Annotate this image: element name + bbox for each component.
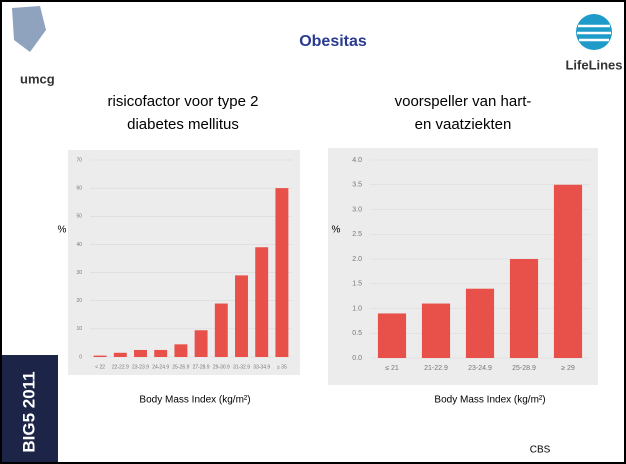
bar <box>113 352 127 357</box>
bar <box>174 344 188 357</box>
bar <box>255 247 269 357</box>
x-tick-label: 31-32.9 <box>233 364 250 370</box>
x-tick-label: 27-28.9 <box>193 364 210 370</box>
y-tick-label: 2.0 <box>352 256 362 263</box>
x-tick-label: 33-34.9 <box>253 364 270 370</box>
bar <box>421 303 451 358</box>
x-tick-label: 21-22.9 <box>424 365 448 372</box>
y-axis-label: % <box>332 225 341 236</box>
bar <box>235 275 248 357</box>
y-tick-label: 20 <box>76 298 82 304</box>
y-tick-label: 10 <box>76 326 82 332</box>
y-axis-label: % <box>58 225 67 236</box>
bar <box>154 349 168 357</box>
bar <box>553 184 583 358</box>
logo-left: umcg <box>20 71 55 86</box>
side-label: BIG5 2011 <box>19 371 38 452</box>
side-strip <box>2 355 58 462</box>
x-tick-label: 29-30.9 <box>213 364 230 370</box>
logo-right: LifeLines <box>565 57 622 72</box>
y-tick-label: 50 <box>76 214 82 220</box>
source: CBS <box>530 445 551 456</box>
bar <box>465 288 495 358</box>
logo-left-icon <box>12 6 46 52</box>
bar <box>214 303 228 357</box>
x-tick-label: 23-23.9 <box>132 364 149 370</box>
y-tick-label: 0 <box>79 354 82 360</box>
bar <box>134 349 147 357</box>
y-tick-label: 4.0 <box>352 157 362 164</box>
plot-background <box>328 148 598 385</box>
x-tick-label: ≥ 35 <box>277 364 287 370</box>
x-tick-label: 25-28.9 <box>512 365 536 372</box>
x-tick-label: 25-26.9 <box>172 364 189 370</box>
x-axis-label: Body Mass Index (kg/m²) <box>434 395 545 406</box>
x-axis-label: Body Mass Index (kg/m²) <box>139 395 250 406</box>
bar <box>275 188 289 357</box>
chart-title: voorspeller van hart- <box>395 93 532 110</box>
y-tick-label: 1.5 <box>352 281 362 288</box>
x-tick-label: 22-22.9 <box>112 364 129 370</box>
y-tick-label: 1.0 <box>352 305 362 312</box>
slide-title: Obesitas <box>299 33 367 50</box>
y-tick-label: 3.0 <box>352 206 362 213</box>
bar <box>377 313 407 358</box>
chart-title: en vaatziekten <box>415 116 512 133</box>
chart-title: diabetes mellitus <box>127 116 239 133</box>
y-tick-label: 2.5 <box>352 231 362 238</box>
x-tick-label: < 22 <box>95 364 105 370</box>
logo-right-icon <box>576 14 612 50</box>
x-tick-label: 24-24.9 <box>152 364 169 370</box>
x-tick-label: 23-24.9 <box>468 365 492 372</box>
y-tick-label: 30 <box>76 270 82 276</box>
bar <box>509 259 539 358</box>
y-tick-label: 40 <box>76 242 82 248</box>
chart-title: risicofactor voor type 2 <box>108 93 259 110</box>
y-tick-label: 0.5 <box>352 330 362 337</box>
y-tick-label: 70 <box>76 157 82 163</box>
x-tick-label: ≥ 29 <box>561 365 575 372</box>
y-tick-label: 0.0 <box>352 355 362 362</box>
bar <box>93 355 107 357</box>
bar <box>194 330 208 357</box>
y-tick-label: 3.5 <box>352 182 362 189</box>
x-tick-label: ≤ 21 <box>385 365 399 372</box>
y-tick-label: 60 <box>76 185 82 191</box>
